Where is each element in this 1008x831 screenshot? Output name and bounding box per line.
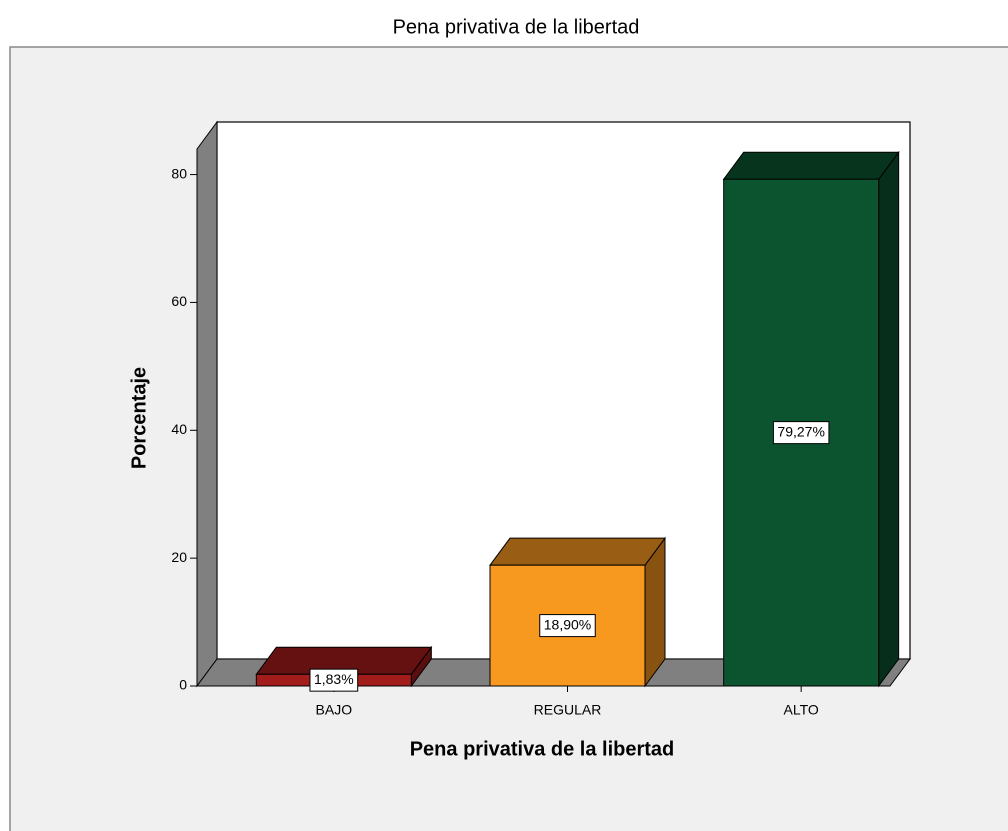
x-tick-label: REGULAR [534, 702, 602, 718]
y-tick-label: 0 [179, 677, 187, 693]
value-label: 18,90% [544, 616, 591, 632]
chart-title: Pena privativa de la libertad [393, 16, 640, 38]
side-wall [196, 120, 218, 688]
y-tick-label: 40 [171, 421, 187, 437]
bar-top-shade [256, 647, 432, 675]
x-tick-label: BAJO [316, 702, 353, 718]
y-tick-label: 80 [171, 165, 187, 181]
value-label: 1,83% [314, 671, 354, 687]
bar-side-shade [645, 538, 665, 686]
y-tick-label: 60 [171, 293, 187, 309]
bar [489, 536, 666, 688]
bar [722, 150, 900, 688]
x-axis-title: Pena privativa de la libertad [410, 738, 675, 760]
value-label-box [772, 421, 830, 445]
bar-top-shade [490, 538, 665, 566]
value-label-box [539, 614, 596, 638]
bar-side-shade [878, 152, 899, 686]
value-label: 79,27% [777, 423, 824, 439]
y-axis-title: Porcentaje [128, 367, 150, 469]
bar-top-shade [723, 152, 899, 180]
value-label-box [309, 668, 359, 692]
x-tick-label: ALTO [784, 702, 819, 718]
bar-side-shade [411, 647, 432, 686]
y-tick-label: 20 [171, 549, 187, 565]
